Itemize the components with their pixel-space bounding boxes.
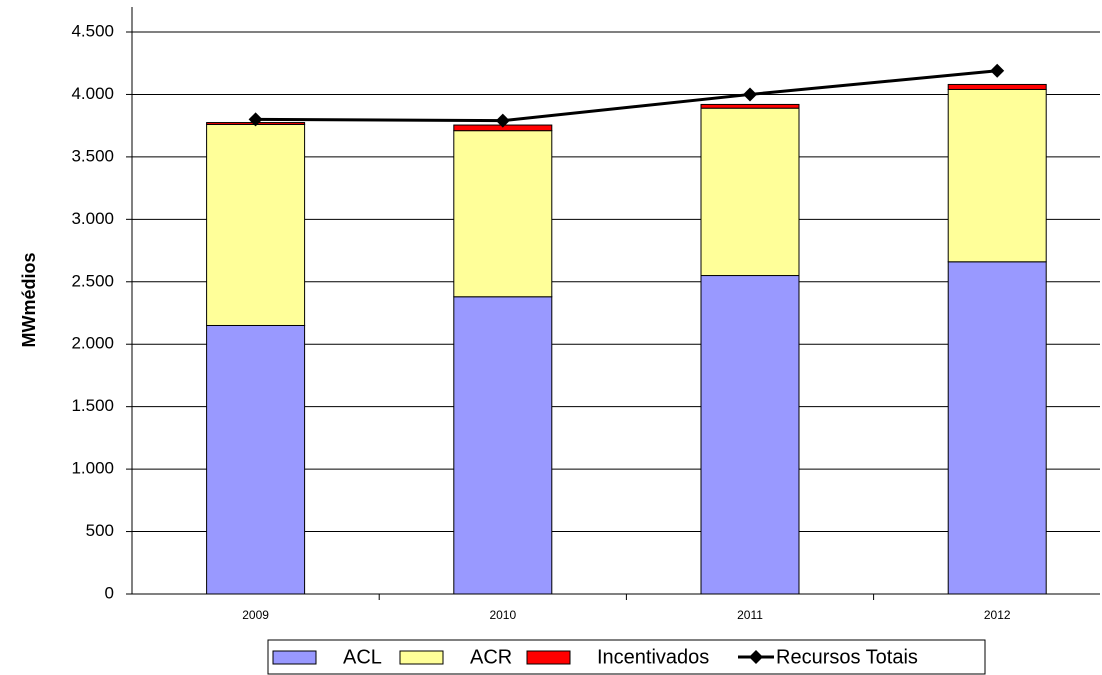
y-tick-label: 3.000	[71, 209, 114, 228]
legend-label: Recursos Totais	[776, 646, 918, 668]
y-tick-label: 500	[86, 521, 114, 540]
y-axis-label: MWmédios	[19, 252, 39, 347]
bar-segment	[700, 107, 800, 277]
y-tick-label: 4.000	[71, 84, 114, 103]
bar-segment	[947, 261, 1047, 595]
bar-segment	[947, 88, 1047, 263]
line-marker	[248, 112, 263, 127]
legend-label: ACL	[343, 646, 382, 668]
legend-box	[267, 639, 986, 675]
bar-segment	[453, 296, 553, 595]
bar-segment	[700, 275, 800, 595]
line	[255, 69, 998, 123]
legend-swatch	[526, 650, 571, 665]
line-marker	[990, 63, 1005, 78]
bar-segment	[700, 103, 800, 109]
legend-swatch	[399, 650, 444, 665]
bar-segment	[206, 123, 306, 326]
y-tick-label: 0	[105, 583, 114, 602]
legend-label: Incentivados	[597, 646, 709, 668]
x-tick-label: 2010	[489, 608, 516, 622]
x-tick-label: 2011	[737, 608, 763, 622]
y-tick-label: 2.500	[71, 271, 114, 290]
bar-segment	[947, 83, 1047, 90]
y-tick-label: 3.500	[71, 146, 114, 165]
x-tick-label: 2009	[242, 608, 269, 622]
x-tick-label: 2012	[984, 608, 1011, 622]
y-tick-label: 1.500	[71, 396, 114, 415]
legend-label: ACR	[470, 646, 512, 668]
legend-swatch	[272, 650, 317, 665]
bar-segment	[453, 130, 553, 298]
y-tick-label: 1.000	[71, 459, 114, 478]
bar-segment	[206, 324, 306, 595]
y-tick-label: 2.000	[71, 334, 114, 353]
y-tick-label: 4.500	[71, 21, 114, 40]
line-marker	[743, 87, 757, 102]
legend-marker	[749, 650, 763, 664]
line-marker	[495, 113, 510, 128]
